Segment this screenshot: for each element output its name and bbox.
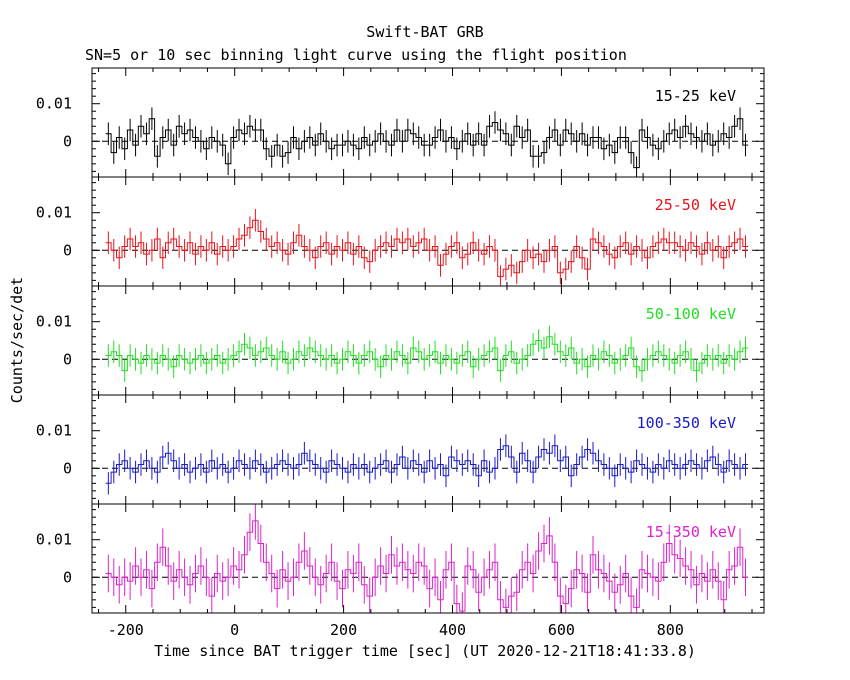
series-3 [105,325,749,382]
panel-frame [91,394,765,505]
panel-4: 0.01 0 100-350 keV [36,394,765,505]
x-tick-label: 800 [657,621,684,639]
y-tick-label: 0 [63,132,72,150]
y-tick-label: 0.01 [36,95,72,113]
y-tick-label: 0 [63,459,72,477]
band-label: 15-350 keV [646,523,736,541]
x-tick-label: 400 [439,621,466,639]
x-tick-label: 600 [548,621,575,639]
panel-5: 0.01 0 15-350 keV -200 0 200 400 600 800 [36,503,765,639]
chart-subtitle: SN=5 or 10 sec binning light curve using… [85,46,627,64]
band-label: 15-25 keV [655,87,736,105]
chart-title: Swift-BAT GRB [366,23,483,41]
y-tick-label: 0.01 [36,313,72,331]
band-label: 25-50 keV [655,196,736,214]
panel-1: 0.01 0 15-25 keV [36,67,765,178]
step-line [105,336,749,372]
step-line [105,219,749,278]
x-tick-label: 200 [330,621,357,639]
panel-2: 0.01 0 25-50 keV [36,176,765,287]
y-tick-label: 0 [63,350,72,368]
y-tick-label: 0.01 [36,422,72,440]
panel-3: 0.01 0 50-100 keV [36,285,765,396]
panel-frame [91,503,765,614]
step-line [105,445,749,484]
panel-frame [91,285,765,396]
step-line [105,520,749,612]
x-axis-label: Time since BAT trigger time [sec] (UT 20… [154,642,696,660]
y-axis-label: Counts/sec/det [8,277,26,403]
x-tick-label: 0 [230,621,239,639]
series-5 [105,504,749,613]
panel-frame [91,67,765,178]
panels: 0.01 0 15-25 keV 0.01 0 25-50 keV 0.01 0 50-100 … [36,67,765,639]
band-label: 100-350 keV [637,414,736,432]
y-tick-label: 0 [63,241,72,259]
x-tick-label: -200 [108,621,144,639]
step-line [105,118,749,169]
y-tick-label: 0 [63,568,72,586]
band-label: 50-100 keV [646,305,736,323]
series-4 [105,434,749,495]
series-2 [105,208,749,286]
series-1 [105,107,749,177]
y-tick-label: 0.01 [36,204,72,222]
panel-frame [91,176,765,287]
y-tick-label: 0.01 [36,531,72,549]
